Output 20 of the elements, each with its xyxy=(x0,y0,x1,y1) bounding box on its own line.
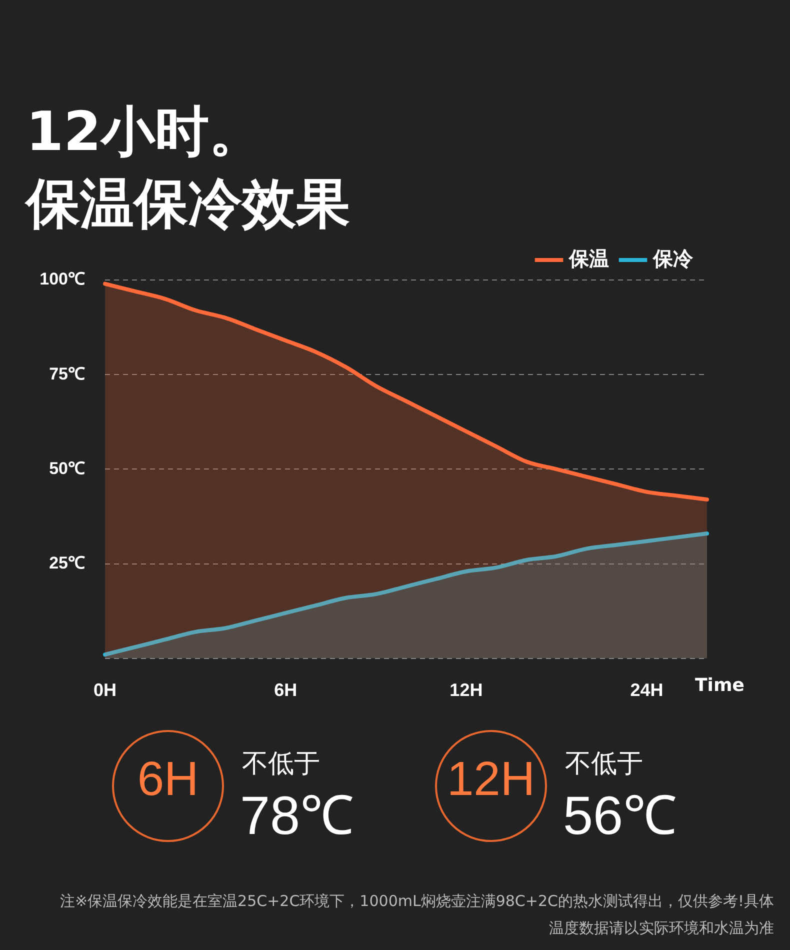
legend-label: 保温 xyxy=(568,248,609,271)
y-tick-label: 75℃ xyxy=(49,364,85,384)
text: 78℃ xyxy=(240,786,354,846)
x-tick-label: 6H xyxy=(274,680,298,700)
text: 注※保温保冷效能是在室温25C+2C环境下，1000mL焖烧壶注满98C+2C的热水测试得出，仅供参考!具体温度数据请以实际环境和水温为准 xyxy=(58,891,774,939)
text: 12H xyxy=(446,752,536,807)
x-tick-label: 12H xyxy=(450,680,483,700)
x-axis-title: Time xyxy=(695,675,744,696)
legend-label: 保冷 xyxy=(652,248,694,271)
x-tick-label: 24H xyxy=(630,680,664,700)
chart-title: 12小时。 xyxy=(26,99,264,165)
y-tick-label: 50℃ xyxy=(49,458,85,478)
text: 6H xyxy=(136,752,200,807)
y-tick-label: 25℃ xyxy=(49,553,85,572)
text: 56℃ xyxy=(563,786,678,846)
chart-subtitle: 保温保冷效果 xyxy=(26,171,350,237)
y-tick-label: 100℃ xyxy=(40,270,85,289)
x-tick-label: 0H xyxy=(93,680,117,700)
text: 不低于 xyxy=(565,748,643,781)
text: 不低于 xyxy=(242,748,320,781)
